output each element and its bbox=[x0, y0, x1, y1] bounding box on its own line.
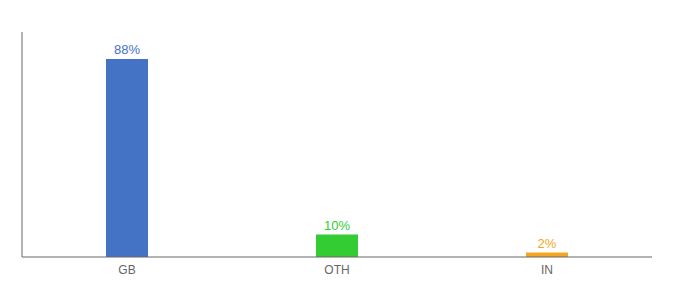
svg-text:GB: GB bbox=[118, 263, 135, 277]
svg-text:OTH: OTH bbox=[324, 263, 349, 277]
svg-text:10%: 10% bbox=[324, 218, 350, 233]
svg-text:2%: 2% bbox=[538, 236, 557, 251]
svg-text:IN: IN bbox=[541, 263, 553, 277]
svg-text:88%: 88% bbox=[114, 42, 140, 57]
